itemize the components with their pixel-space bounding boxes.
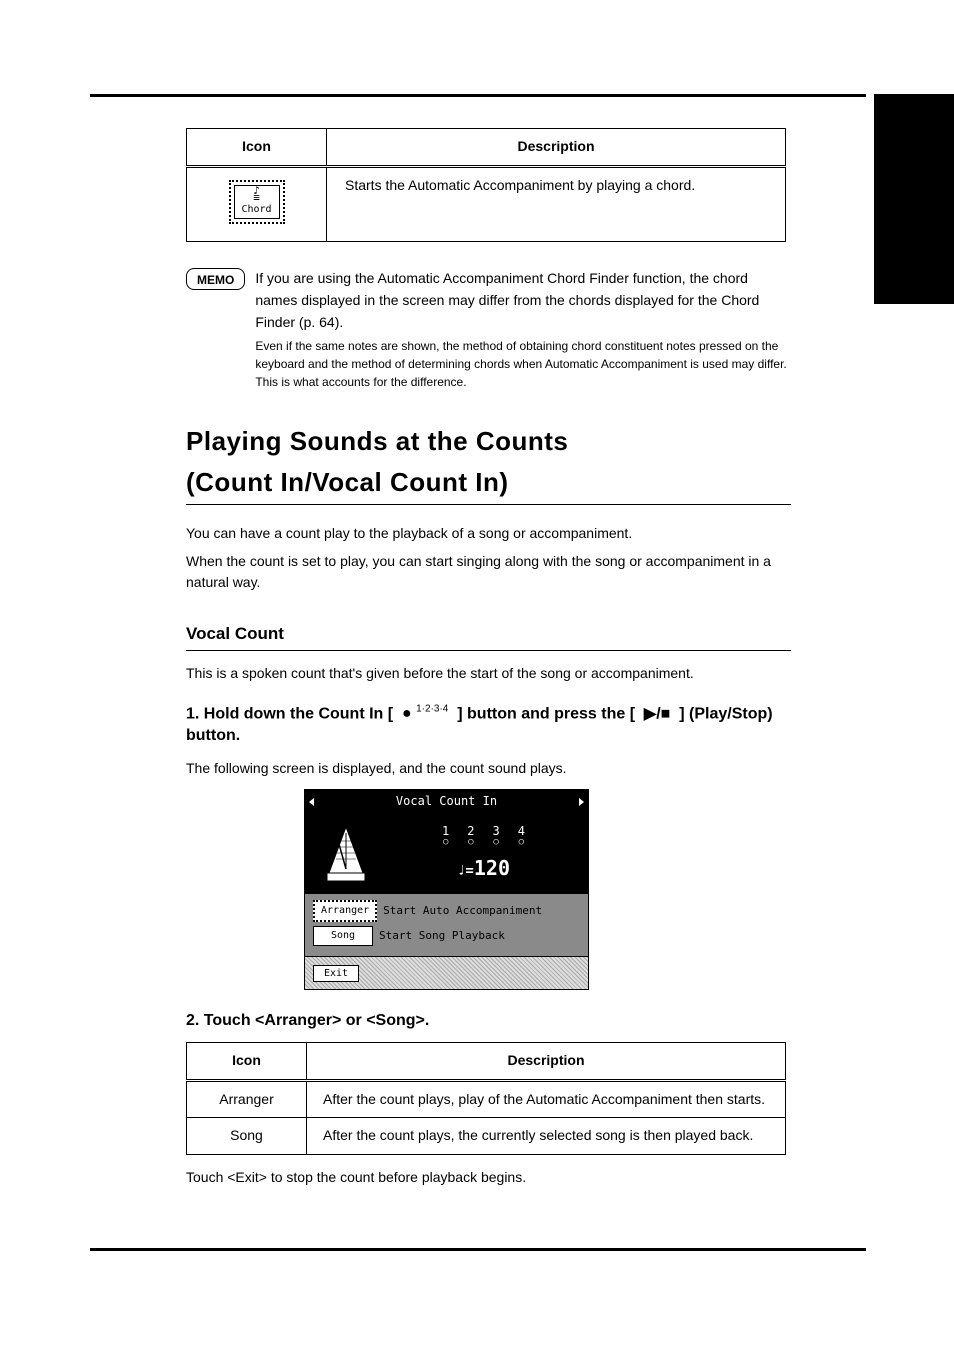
step-2: 2. Touch <Arranger> or <Song>. [186, 1010, 791, 1032]
subsection-rule [186, 650, 791, 651]
step1-mid: ] button and press the [ [457, 705, 635, 722]
subsection-text: This is a spoken count that's given befo… [186, 663, 791, 685]
vc-body: 1○ 2○ 3○ 4○ ♩=120 [305, 813, 588, 893]
tempo-display: ♩=120 [393, 854, 574, 882]
vc-beats: 1○ 2○ 3○ 4○ ♩=120 [393, 825, 574, 882]
table2-r1-desc: After the count plays, play of the Autom… [307, 1080, 786, 1118]
section-subtitle: (Count In/Vocal Count In) [186, 464, 791, 500]
side-tab [874, 94, 954, 304]
count-in-icon: ● 1·2·3·4 [398, 705, 453, 722]
tempo-value: 120 [474, 856, 510, 880]
memo-main: If you are using the Automatic Accompani… [255, 270, 759, 329]
beat-3: 3 [493, 825, 500, 838]
metronome-icon [319, 823, 373, 883]
page-content: Icon Description ♪≡ Chord Starts the Aut… [186, 128, 791, 1195]
chord-icon-cell: ♪≡ Chord [187, 166, 327, 242]
exit-button[interactable]: Exit [313, 965, 359, 982]
beat-4: 4 [518, 825, 525, 838]
step-1: 1. Hold down the Count In [ ● 1·2·3·4 ] … [186, 703, 791, 748]
exit-note: Touch <Exit> to stop the count before pl… [186, 1167, 791, 1189]
after-screen-text: The following screen is displayed, and t… [186, 758, 791, 780]
section-title: Playing Sounds at the Counts [186, 423, 791, 459]
step1-a: 1. Hold down the Count In [ [186, 705, 393, 722]
icon-description-table-2: Icon Description Arranger After the coun… [186, 1042, 786, 1155]
play-stop-icon: ▶/■ [639, 705, 674, 722]
chord-icon-label: Chord [231, 203, 283, 217]
section-intro-1: You can have a count play to the playbac… [186, 523, 791, 545]
table2-r1-key: Arranger [187, 1080, 307, 1118]
table2-r2-desc: After the count plays, the currently sel… [307, 1118, 786, 1155]
table2-r2-key: Song [187, 1118, 307, 1155]
vc-title: Vocal Count In [305, 790, 588, 813]
memo-text: If you are using the Automatic Accompani… [255, 268, 791, 391]
beat-2: 2 [467, 825, 474, 838]
bottom-rule [90, 1248, 866, 1251]
arranger-label: Start Auto Accompaniment [383, 903, 542, 918]
table2-header-desc: Description [307, 1043, 786, 1081]
memo-note: Even if the same notes are shown, the me… [255, 337, 791, 391]
subsection-title: Vocal Count [186, 622, 791, 646]
top-rule [90, 94, 866, 97]
chord-icon: ♪≡ Chord [229, 180, 285, 224]
vc-footer: Exit [305, 956, 588, 989]
section-rule [186, 504, 791, 505]
table1-row-desc: Starts the Automatic Accompaniment by pl… [327, 166, 786, 242]
beat-1: 1 [442, 825, 449, 838]
section-intro-2: When the count is set to play, you can s… [186, 551, 791, 594]
vc-options: Arranger Start Auto Accompaniment Song S… [305, 893, 588, 956]
memo-block: MEMO If you are using the Automatic Acco… [186, 268, 791, 391]
vocal-count-in-screen: Vocal Count In 1○ 2○ 3○ [304, 789, 589, 989]
icon-description-table-1: Icon Description ♪≡ Chord Starts the Aut… [186, 128, 786, 242]
song-label: Start Song Playback [379, 928, 505, 943]
table2-header-icon: Icon [187, 1043, 307, 1081]
table1-header-icon: Icon [187, 129, 327, 167]
arranger-button[interactable]: Arranger [313, 900, 377, 922]
memo-label: MEMO [186, 268, 245, 290]
table1-header-desc: Description [327, 129, 786, 167]
song-button[interactable]: Song [313, 926, 373, 946]
